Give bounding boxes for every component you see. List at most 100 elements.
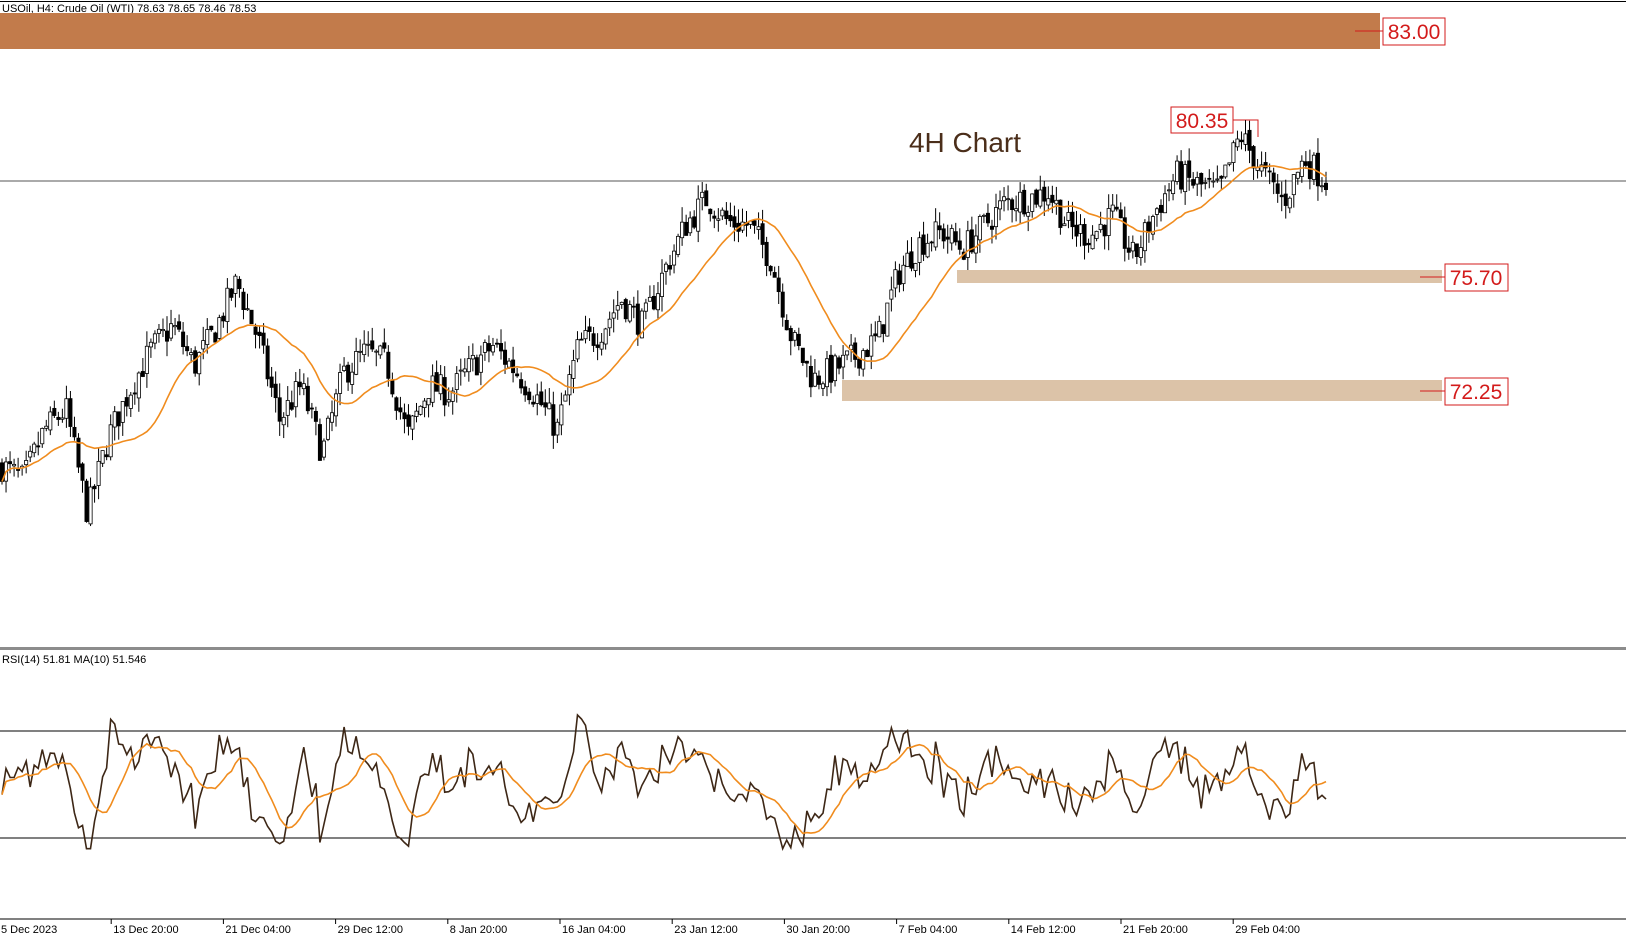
candle-body	[1106, 208, 1111, 236]
candle-body	[478, 354, 483, 373]
candle-body	[124, 397, 129, 407]
candle-body	[575, 339, 580, 360]
time-tick-label: 13 Dec 20:00	[113, 924, 178, 936]
candle-body	[973, 235, 978, 254]
candle-body	[108, 424, 113, 458]
candle-body	[1062, 223, 1067, 227]
candle-body	[189, 352, 194, 356]
candle-body	[233, 275, 238, 294]
candle-body	[209, 325, 214, 331]
candle-body	[1150, 216, 1155, 235]
candle-body	[116, 411, 121, 427]
candle-body	[36, 445, 41, 448]
candle-body	[611, 312, 616, 319]
candle-body	[635, 303, 640, 335]
candle-body	[837, 357, 842, 369]
candle-body	[454, 373, 459, 390]
candle-body	[160, 329, 165, 332]
resistance-zone-83	[0, 13, 1380, 49]
candle-body	[1110, 204, 1115, 212]
candle-body	[535, 394, 540, 404]
time-tick-label: 14 Feb 12:00	[1011, 924, 1076, 936]
candle-body	[410, 415, 415, 430]
candle-body	[1323, 182, 1328, 190]
candle-body	[152, 333, 157, 344]
time-axis: 5 Dec 2023 13 Dec 20:00 21 Dec 04:00 29 Dec…	[0, 918, 1626, 936]
candle-body	[885, 302, 890, 337]
candle-body	[156, 328, 161, 334]
candle-body	[1114, 206, 1119, 210]
candle-body	[120, 401, 125, 423]
candle-body	[1094, 230, 1099, 239]
candle-body	[800, 347, 805, 363]
candle-body	[1235, 138, 1240, 148]
candle-body	[1179, 161, 1184, 190]
candle-body	[768, 265, 773, 272]
candlestick-series	[0, 120, 1328, 527]
candle-body	[1054, 199, 1059, 205]
candle-body	[253, 326, 258, 335]
candle-body	[937, 225, 942, 231]
candle-body	[301, 383, 306, 390]
candle-body	[909, 251, 914, 269]
candle-body	[470, 354, 475, 360]
candle-body	[720, 209, 725, 217]
candle-body	[965, 230, 970, 258]
candle-body	[64, 398, 69, 419]
candle-body	[1243, 133, 1248, 145]
candle-body	[173, 325, 178, 328]
candle-body	[450, 390, 455, 402]
candle-body	[1122, 217, 1127, 249]
candle-body	[680, 221, 685, 239]
candle-body	[829, 354, 834, 383]
candle-body	[969, 229, 974, 253]
candle-body	[1171, 180, 1176, 195]
candle-body	[148, 341, 153, 348]
candle-body	[132, 392, 137, 395]
candle-body	[796, 333, 801, 347]
candle-body	[1231, 142, 1236, 163]
candle-body	[941, 228, 946, 242]
candle-body	[338, 372, 343, 394]
candle-body	[599, 341, 604, 350]
candle-body	[1275, 183, 1280, 194]
candle-body	[289, 402, 294, 410]
candle-body	[144, 345, 149, 374]
candle-body	[877, 320, 882, 338]
candle-body	[1014, 208, 1019, 212]
time-tick-label: 5 Dec 2023	[1, 924, 57, 936]
candle-body	[1227, 162, 1232, 165]
candle-body	[994, 207, 999, 228]
candle-body	[1022, 189, 1027, 215]
candle-body	[929, 241, 934, 244]
candle-body	[945, 236, 950, 240]
candle-body	[358, 350, 363, 353]
candle-body	[225, 287, 230, 322]
candle-body	[539, 391, 544, 406]
candle-body	[285, 400, 290, 416]
panel-separator	[0, 647, 1626, 650]
candle-body	[317, 424, 322, 461]
candle-body	[1199, 173, 1204, 185]
candle-body	[321, 440, 326, 458]
support-zone-75-70	[957, 270, 1442, 283]
candle-body	[527, 391, 532, 401]
candle-body	[901, 264, 906, 285]
candle-body	[177, 321, 182, 330]
candle-body	[869, 335, 874, 357]
candle-body	[68, 398, 73, 427]
candle-body	[1002, 196, 1007, 202]
candle-body	[824, 358, 829, 388]
candle-body	[692, 216, 697, 228]
candle-body	[772, 272, 777, 278]
candle-body	[515, 373, 520, 377]
candle-body	[1070, 211, 1075, 228]
candle-body	[812, 372, 817, 387]
price-panel: USOil, H4: Crude Oil (WTI) 78.63 78.65 7…	[0, 1, 1626, 527]
candle-body	[1303, 161, 1308, 166]
candle-body	[897, 270, 902, 285]
candle-body	[269, 376, 274, 388]
candle-body	[334, 393, 339, 417]
candle-body	[474, 357, 479, 376]
